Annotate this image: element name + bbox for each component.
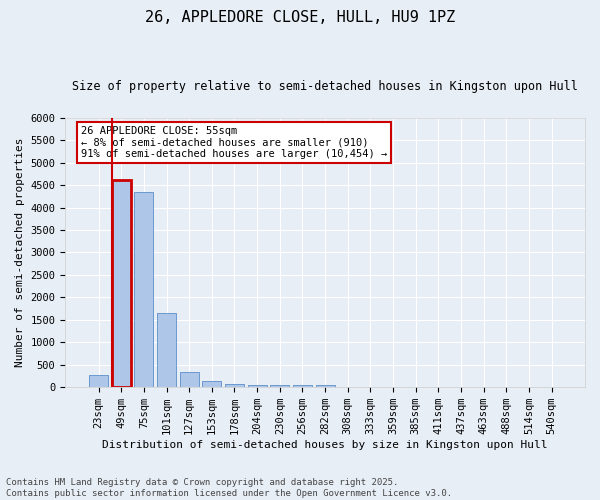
Bar xyxy=(112,180,131,387)
Bar xyxy=(248,385,267,387)
Text: 26, APPLEDORE CLOSE, HULL, HU9 1PZ: 26, APPLEDORE CLOSE, HULL, HU9 1PZ xyxy=(145,10,455,25)
Bar xyxy=(316,386,335,387)
Bar xyxy=(89,374,108,387)
Bar xyxy=(225,384,244,387)
Text: 26 APPLEDORE CLOSE: 55sqm
← 8% of semi-detached houses are smaller (910)
91% of : 26 APPLEDORE CLOSE: 55sqm ← 8% of semi-d… xyxy=(81,126,387,159)
Bar xyxy=(270,386,289,387)
Bar xyxy=(202,382,221,387)
Bar xyxy=(179,372,199,387)
X-axis label: Distribution of semi-detached houses by size in Kingston upon Hull: Distribution of semi-detached houses by … xyxy=(103,440,548,450)
Bar xyxy=(134,192,154,387)
Y-axis label: Number of semi-detached properties: Number of semi-detached properties xyxy=(15,138,25,367)
Text: Contains HM Land Registry data © Crown copyright and database right 2025.
Contai: Contains HM Land Registry data © Crown c… xyxy=(6,478,452,498)
Bar xyxy=(293,385,312,387)
Bar xyxy=(157,313,176,387)
Title: Size of property relative to semi-detached houses in Kingston upon Hull: Size of property relative to semi-detach… xyxy=(72,80,578,93)
